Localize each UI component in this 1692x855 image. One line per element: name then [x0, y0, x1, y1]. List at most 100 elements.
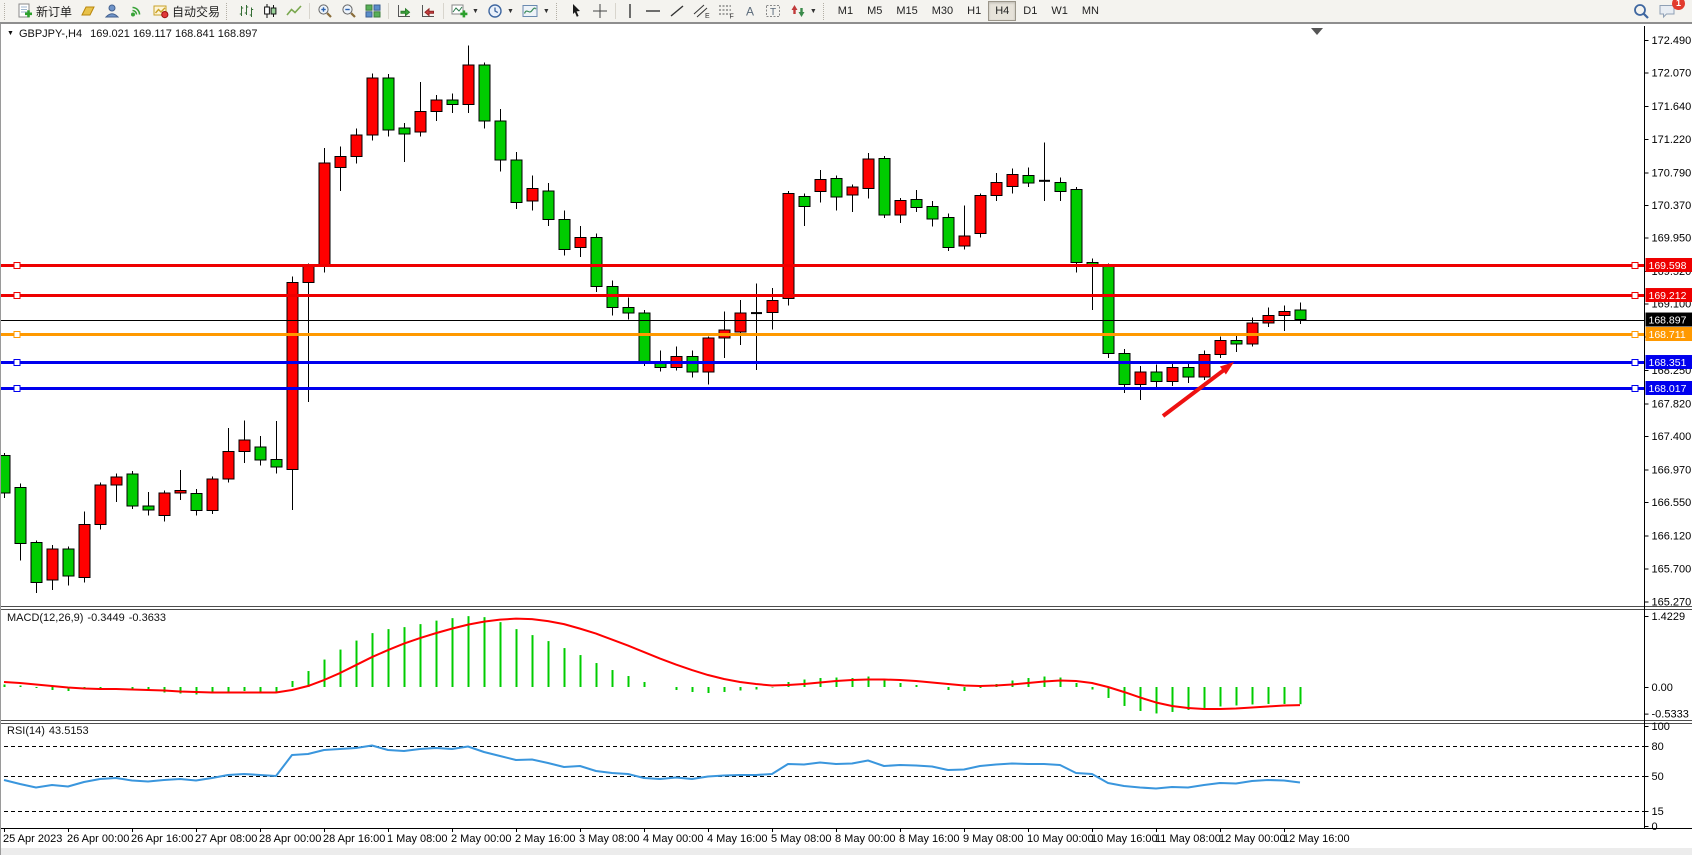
- periods-button[interactable]: ▼: [483, 0, 518, 22]
- time-tick-label: 4 May 00:00: [643, 833, 704, 845]
- candlestick-series: [1, 45, 1307, 594]
- main-toolbar: 新订单 自动交易 ▼ ▼: [0, 0, 1692, 24]
- rsi-axis-label: 15: [1652, 806, 1664, 818]
- indicators-dropdown-caret[interactable]: ▼: [472, 7, 479, 15]
- trendline-button[interactable]: [665, 0, 689, 22]
- tf-button-mn[interactable]: MN: [1081, 5, 1099, 17]
- tf-button-m5[interactable]: M5: [867, 5, 883, 17]
- hline-handle[interactable]: [13, 331, 21, 338]
- arrows-button[interactable]: ▼: [786, 0, 821, 22]
- rsi-panel: [3, 744, 1645, 812]
- horizontal-line-button[interactable]: [641, 0, 665, 22]
- tf-button-m1[interactable]: M1: [837, 5, 854, 17]
- price-badge-label: 168.711: [1649, 329, 1686, 341]
- time-tick-label: 3 May 08:00: [579, 833, 640, 845]
- tf-button-h4[interactable]: H4: [988, 1, 1017, 21]
- price-tick-label: 166.120: [1652, 531, 1692, 543]
- chat-button[interactable]: 1: [1654, 0, 1685, 22]
- new-order-button[interactable]: 新订单: [12, 0, 76, 22]
- crosshair-button[interactable]: [588, 0, 612, 22]
- market-person-icon: [104, 3, 120, 19]
- tf-button-d1[interactable]: D1: [1023, 5, 1038, 17]
- time-axis[interactable]: 25 Apr 2023 26 Apr 00:00 26 Apr 16:00 27 Ap…: [1, 828, 1692, 845]
- editor-button[interactable]: [76, 0, 100, 22]
- vertical-line-button[interactable]: [619, 0, 641, 22]
- zoom-in-button[interactable]: [313, 0, 337, 22]
- channel-button[interactable]: E: [689, 0, 714, 22]
- new-order-label: 新订单: [36, 4, 73, 19]
- bull-candle: [110, 476, 123, 486]
- bear-candle: [142, 505, 155, 511]
- signals-button[interactable]: [124, 0, 148, 22]
- annotation-arrow[interactable]: [1161, 362, 1234, 418]
- tf-button-m30[interactable]: M30: [931, 5, 954, 17]
- time-tick-label: 28 Apr 16:00: [323, 833, 385, 845]
- periods-dropdown-caret[interactable]: ▼: [506, 7, 514, 15]
- line-chart-button[interactable]: [282, 0, 306, 22]
- price-tick-label: 167.820: [1652, 398, 1692, 410]
- templates-button[interactable]: ▼: [518, 0, 554, 22]
- window-bottom-strip: [1, 848, 1692, 855]
- templates-dropdown-caret[interactable]: ▼: [542, 7, 550, 15]
- cursor-button[interactable]: [564, 0, 588, 22]
- time-tick-label: 12 May 00:00: [1219, 833, 1286, 845]
- tf-button-w1[interactable]: W1: [1051, 5, 1068, 17]
- bear-candle: [1230, 339, 1243, 345]
- hline-handle[interactable]: [1631, 359, 1639, 366]
- price-axis[interactable]: 172.490 172.070 171.640 171.220 170.790 170.3…: [1644, 26, 1692, 833]
- trendline-icon: [669, 3, 685, 19]
- macd-signal-value: -0.3633: [128, 612, 167, 624]
- bull-candle: [318, 162, 331, 267]
- hline-handle[interactable]: [1631, 292, 1639, 299]
- search-button[interactable]: [1629, 0, 1654, 22]
- zoom-out-button[interactable]: [337, 0, 361, 22]
- bear-candle: [606, 286, 619, 309]
- hline-handle[interactable]: [13, 359, 21, 366]
- time-tick-label: 28 Apr 00:00: [259, 833, 321, 845]
- bull-candle: [958, 235, 971, 247]
- hline-handle[interactable]: [13, 292, 21, 299]
- arrows-dropdown-caret[interactable]: ▼: [809, 7, 817, 15]
- time-tick-label: 27 Apr 08:00: [195, 833, 257, 845]
- hline-handle[interactable]: [13, 385, 21, 392]
- text-label-button[interactable]: T: [761, 0, 786, 22]
- toolbar-separator: [555, 2, 560, 20]
- text-button[interactable]: A: [739, 0, 761, 22]
- tf-button-h1[interactable]: H1: [967, 5, 982, 17]
- indicators-button[interactable]: ▼: [447, 0, 483, 22]
- toolbar-separator: [822, 2, 827, 20]
- chart-ohlc-values: 169.021 169.117 168.841 168.897: [90, 28, 258, 40]
- autotrade-button[interactable]: 自动交易: [148, 0, 224, 22]
- bars-chart-button[interactable]: [234, 0, 258, 22]
- svg-text:T: T: [770, 7, 776, 18]
- signals-icon: [128, 3, 144, 19]
- tile-windows-button[interactable]: [361, 0, 385, 22]
- rsi-name: RSI(14): [7, 725, 45, 737]
- candles-chart-icon: [262, 3, 278, 19]
- bull-candle: [462, 64, 475, 106]
- hline-handle[interactable]: [13, 262, 21, 269]
- rsi-axis-label: 100: [1652, 721, 1670, 733]
- bull-candle: [414, 111, 427, 133]
- market-button[interactable]: [100, 0, 124, 22]
- chart-shift-marker[interactable]: [1311, 28, 1323, 35]
- hline-handle[interactable]: [1631, 262, 1639, 269]
- candles-chart-button[interactable]: [258, 0, 282, 22]
- fibonacci-button[interactable]: F: [714, 0, 739, 22]
- chart-title: ▼ GBPJPY-,H4 169.021 169.117 168.841 168.8…: [7, 28, 258, 40]
- bear-candle: [494, 120, 507, 161]
- price-chart[interactable]: 172.490 172.070 171.640 171.220 170.790 170.3…: [1, 24, 1692, 855]
- price-badge: [1645, 327, 1692, 342]
- chart-shift-button[interactable]: [416, 0, 440, 22]
- bear-candle: [14, 486, 27, 544]
- hline-handle[interactable]: [1631, 331, 1639, 338]
- price-tick-label: 172.070: [1652, 68, 1692, 80]
- price-badge-label: 168.351: [1649, 357, 1687, 369]
- bull-candle: [1214, 339, 1227, 355]
- auto-scroll-button[interactable]: [392, 0, 416, 22]
- editor-icon: [80, 3, 96, 19]
- chart-collapse-icon[interactable]: ▼: [7, 30, 14, 37]
- hline-handle[interactable]: [1631, 385, 1639, 392]
- bull-candle: [334, 156, 347, 169]
- tf-button-m15[interactable]: M15: [896, 5, 918, 17]
